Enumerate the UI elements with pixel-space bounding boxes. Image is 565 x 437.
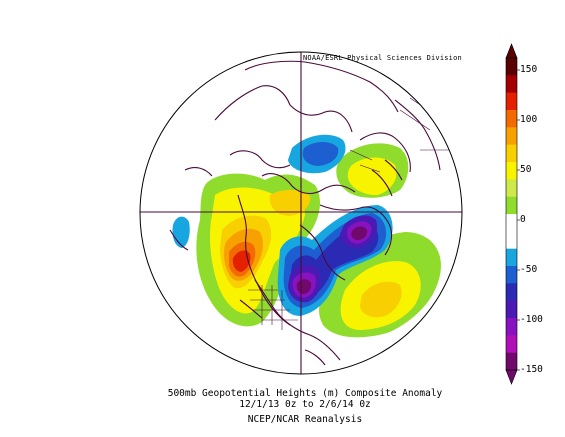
hemisphere-border	[139, 51, 463, 375]
anomaly-gold-arctic	[269, 189, 311, 216]
colorbar-segment	[506, 92, 517, 111]
colorbar-segment	[506, 283, 517, 301]
caption-line-3: NCEP/NCAR Reanalysis	[247, 414, 363, 425]
colorbar-segment	[506, 144, 517, 163]
anomaly-lightblue-aleutian	[172, 216, 190, 248]
credit-label: NOAA/ESRL Physical Sciences Division	[303, 54, 462, 62]
colorbar-tick-label: -50	[520, 264, 538, 275]
colorbar-segment	[506, 58, 517, 76]
colorbar-segment	[506, 318, 517, 336]
coastlines	[169, 60, 441, 366]
colorbar-segment	[506, 214, 517, 232]
colorbar-segment	[506, 127, 517, 145]
anomaly-blue-siberia	[302, 142, 339, 166]
colorbar-frame	[505, 57, 518, 371]
colorbar-segment	[506, 110, 517, 128]
colorbar-tick-label: 150	[520, 64, 538, 75]
anomaly-yellow-europe	[347, 157, 397, 196]
colorbar-tick-label: -150	[520, 364, 543, 375]
colorbar-segment	[506, 75, 517, 93]
anomaly-red-pacific	[232, 250, 251, 272]
colorbar-tick-label: 0	[520, 214, 526, 225]
colorbar-tick-label: 100	[520, 114, 538, 125]
colorbar-segment	[506, 335, 517, 353]
anomaly-field	[140, 52, 462, 374]
colorbar-segment	[506, 300, 517, 319]
colorbar-segment	[506, 248, 517, 267]
anomaly-darkpurple-greatlakes	[296, 279, 312, 294]
colorbar	[505, 43, 520, 385]
colorbar-tick-label: 50	[520, 164, 532, 175]
colorbar-bottom-arrow	[505, 369, 518, 385]
colorbar-segment	[506, 266, 517, 284]
anomaly-gold-atlantic	[360, 281, 402, 318]
caption-line-2: 12/1/13 0z to 2/6/14 0z	[239, 399, 371, 410]
boundaries	[248, 97, 450, 330]
colorbar-segment	[506, 162, 517, 180]
caption-line-1: 500mb Geopotential Heights (m) Composite…	[167, 388, 443, 399]
colorbar-tick-label: -100	[520, 314, 543, 325]
anomaly-darkpurple-baffin	[351, 226, 368, 240]
colorbar-segment	[506, 196, 517, 215]
colorbar-segment	[506, 179, 517, 197]
colorbar-top-arrow	[505, 43, 518, 59]
colorbar-segment	[506, 231, 517, 249]
colorbar-segment	[506, 352, 517, 371]
